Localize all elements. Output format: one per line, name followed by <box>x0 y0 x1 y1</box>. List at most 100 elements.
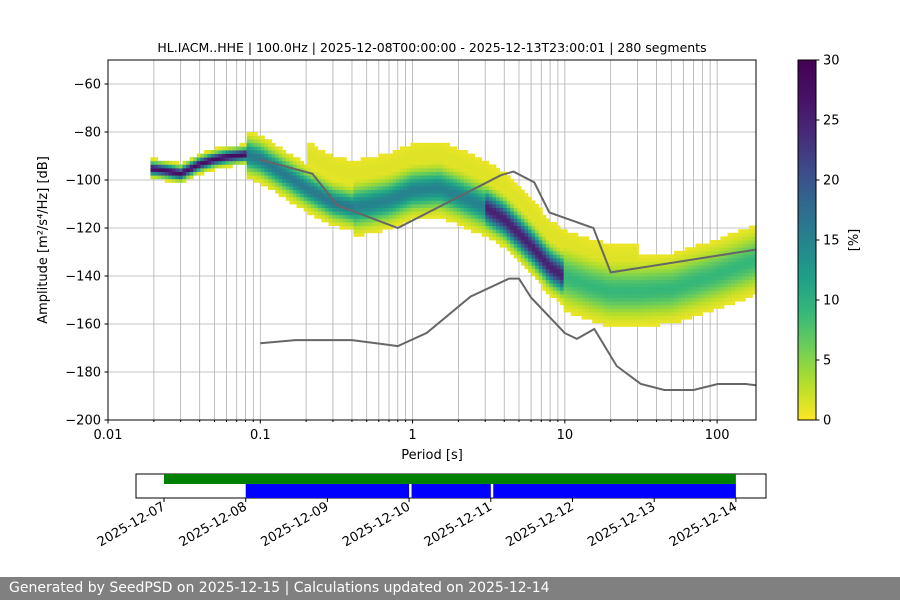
heatmap-cell <box>588 283 593 288</box>
heatmap-cell <box>360 193 365 198</box>
heatmap-cell <box>488 171 493 176</box>
heatmap-cell <box>428 171 433 176</box>
heatmap-cell <box>296 186 301 190</box>
heatmap-cell <box>528 229 532 234</box>
heatmap-cell <box>264 171 269 176</box>
heatmap-cell <box>406 193 411 198</box>
heatmap-cell <box>517 232 522 237</box>
heatmap-cell <box>699 254 703 259</box>
heatmap-cell <box>627 286 632 291</box>
heatmap-cell <box>324 193 329 198</box>
heatmap-cell <box>723 283 728 288</box>
heatmap-cell <box>414 175 418 180</box>
heatmap-cell <box>716 261 721 266</box>
heatmap-cell <box>300 178 305 183</box>
heatmap-cell <box>260 142 265 147</box>
heatmap-cell <box>609 322 614 327</box>
heatmap-cell <box>207 160 212 165</box>
heatmap-cell <box>567 243 572 248</box>
heatmap-cell <box>552 232 557 237</box>
heatmap-cell <box>424 182 429 187</box>
heatmap-cell <box>414 150 418 154</box>
heatmap-cell <box>353 196 358 201</box>
heatmap-cell <box>542 258 547 262</box>
y-axis-ticks: −60−80−100−120−140−160−180−200 <box>65 78 108 429</box>
heatmap-cell <box>691 297 696 302</box>
heatmap-cell <box>446 186 451 190</box>
heatmap-cell <box>460 150 465 154</box>
heatmap-cell <box>178 175 183 180</box>
heatmap-cell <box>446 157 451 162</box>
heatmap-cell <box>406 153 411 158</box>
heatmap-cell <box>478 157 483 162</box>
heatmap-cell <box>431 193 436 198</box>
heatmap-cell <box>670 279 675 284</box>
heatmap-cell <box>574 268 579 273</box>
heatmap-cell <box>503 232 508 237</box>
heatmap-cell <box>178 171 183 176</box>
heatmap-cell <box>438 196 443 201</box>
heatmap-cell <box>339 164 344 169</box>
heatmap-cell <box>353 171 358 176</box>
heatmap-cell <box>381 211 386 216</box>
heatmap-cell <box>410 157 415 162</box>
heatmap-cell <box>403 200 408 205</box>
heatmap-cell <box>681 258 686 262</box>
heatmap-cell <box>595 279 600 284</box>
heatmap-cell <box>503 222 508 226</box>
heatmap-cell <box>453 186 458 190</box>
heatmap-cell <box>392 150 397 154</box>
heatmap-cell <box>378 171 383 176</box>
heatmap-cell <box>253 132 258 136</box>
heatmap-cell <box>449 153 454 158</box>
heatmap-cell <box>488 236 493 241</box>
heatmap-cell <box>592 254 597 259</box>
heatmap-cell <box>720 247 725 252</box>
heatmap-cell <box>392 175 397 180</box>
heatmap-cell <box>396 196 401 201</box>
heatmap-cell <box>720 297 725 302</box>
heatmap-cell <box>200 160 205 165</box>
heatmap-cell <box>634 243 639 248</box>
heatmap-cell <box>745 272 750 277</box>
heatmap-cell <box>349 164 354 169</box>
heatmap-cell <box>592 304 597 309</box>
heatmap-cell <box>709 279 714 284</box>
heatmap-cell <box>510 218 515 223</box>
heatmap-cell <box>599 265 604 270</box>
heatmap-cell <box>670 315 675 320</box>
heatmap-cell <box>620 319 625 324</box>
heatmap-cell <box>684 301 689 306</box>
heatmap-cell <box>560 294 565 298</box>
heatmap-cell <box>243 142 248 147</box>
heatmap-cell <box>456 178 461 183</box>
heatmap-cell <box>709 247 714 252</box>
heatmap-cell <box>720 304 725 309</box>
heatmap-cell <box>239 142 244 147</box>
heatmap-cell <box>560 254 565 259</box>
heatmap-cell <box>353 229 358 234</box>
heatmap-cell <box>609 315 614 320</box>
heatmap-cell <box>317 153 322 158</box>
heatmap-cell <box>449 200 454 205</box>
heatmap-cell <box>403 150 408 154</box>
heatmap-cell <box>424 160 429 165</box>
heatmap-cell <box>602 315 607 320</box>
heatmap-cell <box>317 186 322 190</box>
heatmap-cell <box>595 294 600 298</box>
heatmap-cell <box>161 168 166 172</box>
heatmap-cell <box>588 315 593 320</box>
heatmap-cell <box>232 146 237 151</box>
heatmap-cell <box>734 272 739 277</box>
heatmap-cell <box>499 182 504 187</box>
heatmap-cell <box>446 175 451 180</box>
heatmap-cell <box>620 283 625 288</box>
heatmap-cell <box>552 283 557 288</box>
heatmap-cell <box>577 272 582 277</box>
heatmap-cell <box>652 308 657 313</box>
heatmap-cell <box>695 283 700 288</box>
heatmap-cell <box>624 297 629 302</box>
heatmap-cell <box>688 279 693 284</box>
heatmap-cell <box>592 240 597 244</box>
heatmap-cell <box>307 168 312 172</box>
